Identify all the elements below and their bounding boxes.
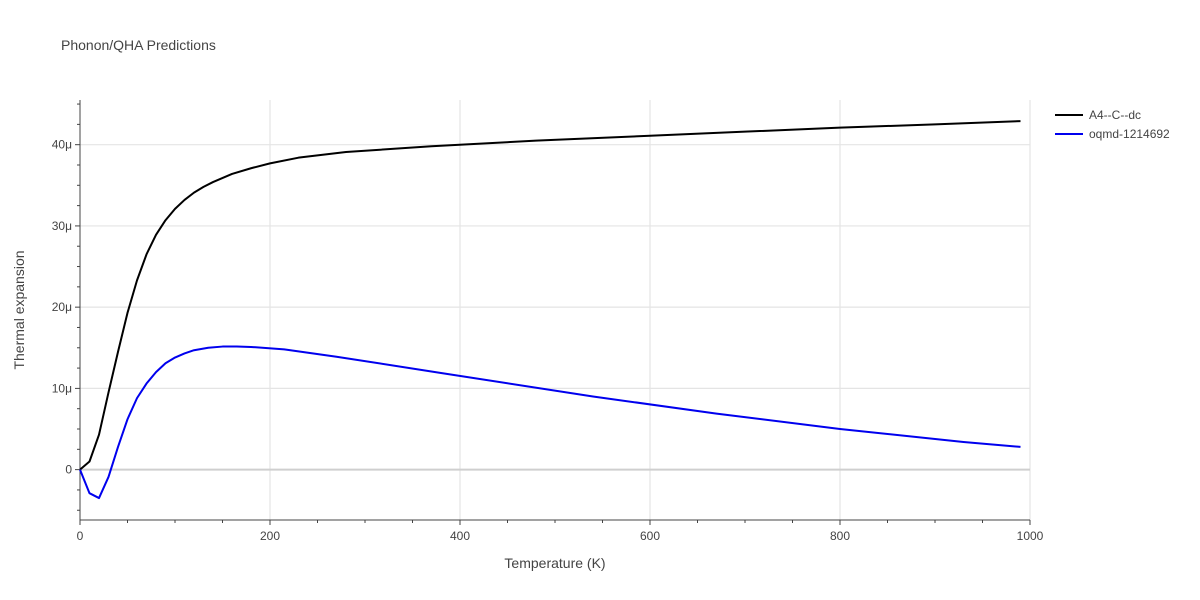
legend-label: A4--C--dc bbox=[1089, 108, 1141, 122]
y-tick-label: 0 bbox=[65, 463, 72, 477]
axes bbox=[75, 100, 1031, 525]
series-lines bbox=[79, 120, 1021, 500]
y-tick-label: 20μ bbox=[52, 300, 72, 314]
chart-title: Phonon/QHA Predictions bbox=[61, 37, 216, 53]
y-tick-labels: 0 10μ 20μ 30μ 40μ bbox=[52, 138, 73, 477]
legend-item-1[interactable]: A4--C--dc bbox=[1055, 108, 1141, 122]
y-tick-label: 30μ bbox=[52, 219, 72, 233]
grid bbox=[80, 100, 1031, 520]
y-axis-title: Thermal expansion bbox=[11, 250, 27, 369]
legend-item-2[interactable]: oqmd-1214692 bbox=[1055, 127, 1170, 141]
legend[interactable]: A4--C--dc oqmd-1214692 bbox=[1055, 108, 1170, 141]
y-tick-label: 40μ bbox=[52, 138, 72, 152]
series-line-1 bbox=[79, 120, 1021, 471]
x-tick-label: 200 bbox=[260, 529, 280, 543]
legend-label: oqmd-1214692 bbox=[1089, 127, 1170, 141]
x-tick-label: 0 bbox=[77, 529, 84, 543]
series-line-2 bbox=[79, 345, 1021, 500]
x-tick-label: 600 bbox=[640, 529, 660, 543]
x-tick-labels: 0 200 400 600 800 1000 bbox=[77, 529, 1044, 543]
y-tick-label: 10μ bbox=[52, 381, 72, 395]
x-tick-label: 400 bbox=[450, 529, 470, 543]
x-tick-label: 800 bbox=[830, 529, 850, 543]
x-tick-label: 1000 bbox=[1017, 529, 1044, 543]
x-axis-title: Temperature (K) bbox=[504, 555, 605, 571]
